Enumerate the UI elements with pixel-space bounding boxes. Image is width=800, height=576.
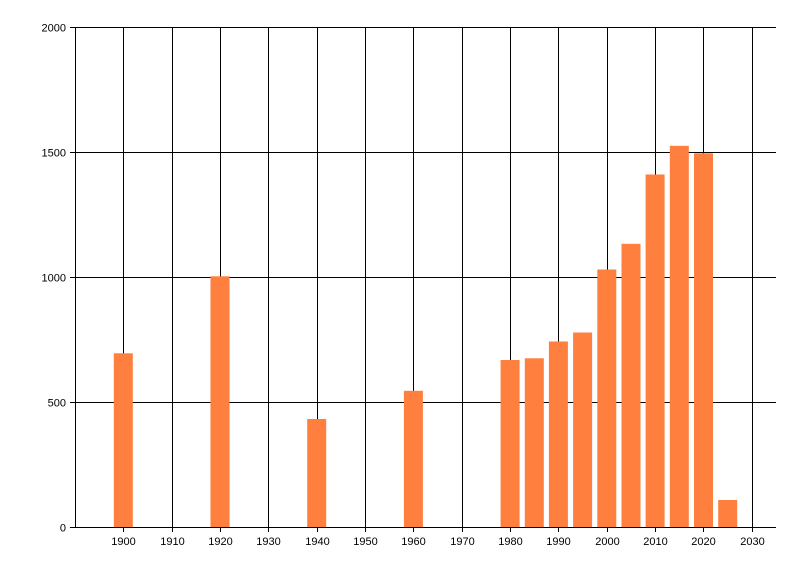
x-tick-label: 2020 xyxy=(691,536,715,548)
bar xyxy=(113,353,133,528)
x-tick-label: 2010 xyxy=(643,536,667,548)
bar xyxy=(718,500,738,527)
bar xyxy=(645,174,665,527)
bar xyxy=(548,341,568,527)
bar xyxy=(210,276,230,528)
x-tick-label: 1940 xyxy=(305,536,329,548)
x-tick-label: 1910 xyxy=(160,536,184,548)
bar xyxy=(500,360,520,527)
x-tick-label: 1960 xyxy=(401,536,425,548)
y-tick-label: 1000 xyxy=(42,273,66,285)
x-tick-label: 1980 xyxy=(498,536,522,548)
x-tick-label: 2030 xyxy=(740,536,764,548)
bar xyxy=(403,390,423,528)
x-tick-label: 1950 xyxy=(353,536,377,548)
axes xyxy=(70,27,776,532)
x-tick-label: 1920 xyxy=(208,536,232,548)
y-tick-label: 2000 xyxy=(42,23,66,35)
bar xyxy=(597,269,617,527)
x-tick-label: 2000 xyxy=(595,536,619,548)
bars xyxy=(113,145,738,528)
y-tick-label: 500 xyxy=(48,398,66,410)
bar xyxy=(669,145,689,528)
x-tick-label: 1900 xyxy=(111,536,135,548)
x-tick-label: 1990 xyxy=(546,536,570,548)
x-tick-label: 1930 xyxy=(256,536,280,548)
x-tick-label: 1970 xyxy=(450,536,474,548)
bar xyxy=(524,358,544,528)
y-tick-label: 0 xyxy=(60,523,66,535)
bar xyxy=(694,153,713,528)
bar xyxy=(621,243,641,528)
tick-labels: 0 500 1000 1500 2000 1900 1910 1920 1930 1940 1950… xyxy=(42,23,765,549)
bar xyxy=(307,419,327,527)
y-tick-label: 1500 xyxy=(42,148,66,160)
bar xyxy=(573,332,593,527)
